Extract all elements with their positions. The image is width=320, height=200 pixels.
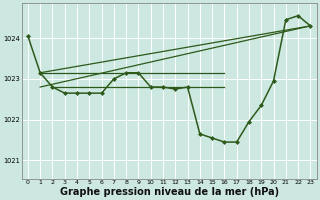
- X-axis label: Graphe pression niveau de la mer (hPa): Graphe pression niveau de la mer (hPa): [60, 187, 279, 197]
